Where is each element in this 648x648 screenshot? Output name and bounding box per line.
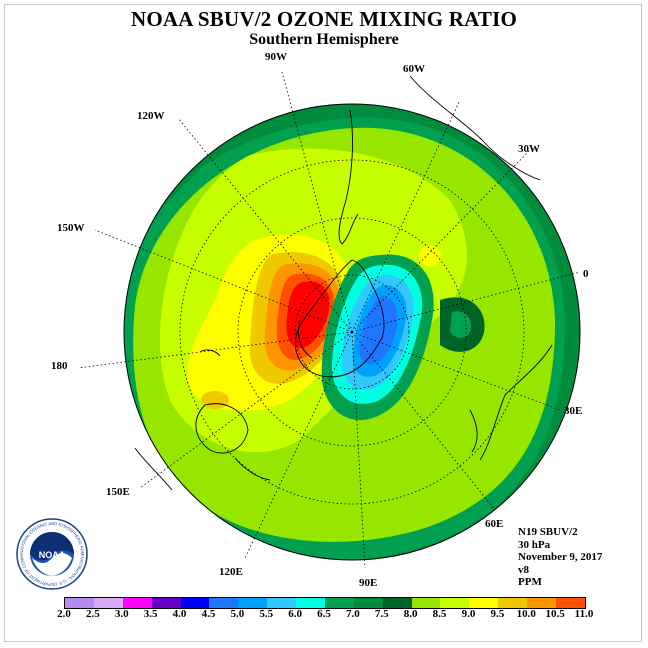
colorbar-tick-label: 8.5 — [432, 608, 447, 620]
colorbar-tick-label: 7.5 — [374, 608, 389, 620]
figure-frame — [4, 4, 642, 642]
colorbar-cell — [353, 598, 383, 608]
colorbar-cell — [122, 598, 152, 608]
coast-island-b — [234, 457, 271, 481]
colorbar-cell — [93, 598, 123, 608]
colorbar-cell — [267, 598, 296, 608]
logo-center-text: NOAA — [39, 550, 66, 560]
coast-australia — [195, 403, 249, 454]
colorbar-tick-label: 2.0 — [57, 608, 71, 620]
colorbar-cell — [209, 598, 239, 608]
lon-label-60w: 60W — [403, 63, 425, 75]
metadata-block: N19 SBUV/2 30 hPa November 9, 2017 v8 PP… — [518, 526, 602, 589]
lon-label-90e: 90E — [359, 577, 378, 589]
colorbar-cell — [324, 598, 354, 608]
info-version: v8 — [518, 563, 529, 576]
colorbar — [64, 597, 586, 609]
lon-label-150w: 150W — [57, 222, 85, 234]
coast-africa — [479, 344, 553, 461]
coastlines — [134, 75, 553, 491]
colorbar-tick-label: 9.5 — [490, 608, 505, 620]
coast-madagascar — [469, 409, 478, 453]
colorbar-tick-label: 9.0 — [461, 608, 476, 620]
colorbar-cell — [151, 598, 181, 608]
lon-label-120e: 120E — [219, 566, 243, 578]
colorbar-cell — [65, 598, 94, 608]
info-level: 30 hPa — [518, 538, 551, 551]
lon-label-0: 0 — [583, 268, 589, 280]
colorbar-tick-label: 3.5 — [143, 608, 158, 620]
lon-label-180: 180 — [51, 360, 68, 372]
contour-dark-right-inner — [450, 311, 472, 338]
colorbar-tick-label: 6.0 — [288, 608, 302, 620]
colorbar-cell — [180, 598, 210, 608]
info-instrument: N19 SBUV/2 — [518, 526, 578, 538]
lon-label-90w: 90W — [265, 51, 287, 63]
logo-wave — [32, 553, 72, 576]
colorbar-cell — [238, 598, 268, 608]
contour-blob-upper-right — [419, 246, 441, 266]
logo-bird-top — [30, 532, 74, 561]
coast-antarctica — [294, 259, 385, 378]
colorbar-tick-label: 5.0 — [230, 608, 245, 620]
info-units: PPM — [518, 576, 542, 588]
colorbar-cell — [555, 598, 585, 608]
coast-antarctic-peninsula — [298, 319, 313, 359]
lon-label-150e: 150E — [106, 486, 130, 498]
graticule — [77, 71, 581, 569]
colorbar-tick-label: 10.0 — [516, 608, 536, 620]
colorbar-tick-label: 7.0 — [346, 608, 360, 620]
lon-label-30w: 30W — [518, 143, 540, 155]
map-boundary — [123, 103, 581, 561]
colorbar-tick-label: 4.5 — [201, 608, 216, 620]
colorbar-cell — [411, 598, 441, 608]
colorbar-cell — [296, 598, 325, 608]
colorbar-ticks: 2.0 2.5 3.0 3.5 4.0 4.5 5.0 5.5 6.0 6.5 7.0 7.5 8.0 8… — [57, 608, 593, 622]
ozone-field — [124, 104, 580, 560]
page-subtitle: Southern Hemisphere — [249, 31, 399, 48]
coast-south-america — [338, 109, 359, 245]
colorbar-tick-label: 8.0 — [403, 608, 418, 620]
coast-new-zealand — [134, 447, 173, 491]
colorbar-cell — [498, 598, 527, 608]
lon-label-30e: 30E — [564, 405, 583, 417]
coast-island-a — [199, 349, 221, 357]
colorbar-tick-label: 11.0 — [574, 608, 594, 620]
coast-south-america-east — [409, 75, 541, 181]
colorbar-tick-label: 3.0 — [114, 608, 129, 620]
colorbar-cell — [469, 598, 499, 608]
lon-label-60e: 60E — [485, 518, 504, 530]
info-date: November 9, 2017 — [518, 551, 603, 563]
colorbar-tick-label: 6.5 — [317, 608, 331, 620]
page-title: NOAA SBUV/2 OZONE MIXING RATIO — [131, 7, 517, 31]
noaa-logo: NATIONAL OCEANIC AND ATMOSPHERIC ADMINIS… — [16, 518, 88, 590]
lon-label-120w: 120W — [137, 110, 165, 122]
colorbar-cell — [527, 598, 556, 608]
colorbar-tick-label: 5.5 — [259, 608, 274, 620]
contour-4-5-low — [359, 296, 398, 365]
colorbar-tick-label: 10.5 — [545, 608, 565, 620]
colorbar-cell — [440, 598, 470, 608]
colorbar-cell — [382, 598, 412, 608]
contour-blob-lower-left — [201, 391, 229, 409]
colorbar-tick-label: 2.5 — [86, 608, 100, 620]
colorbar-tick-label: 4.0 — [172, 608, 187, 620]
